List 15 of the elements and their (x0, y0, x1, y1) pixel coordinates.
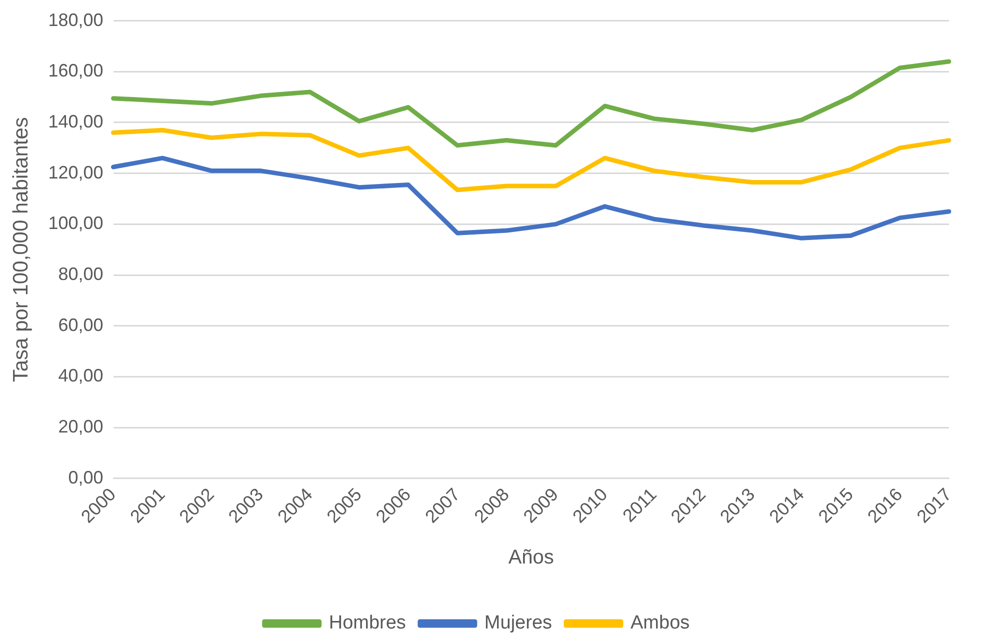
y-tick-label: 160,00 (48, 60, 104, 81)
y-tick-label: 120,00 (48, 162, 104, 182)
y-axis-title: Tasa por 100,000 habitantes (9, 117, 32, 382)
y-tick-label: 40,00 (58, 366, 104, 386)
x-axis-title: Años (508, 546, 554, 569)
y-tick-label: 100,00 (48, 213, 104, 234)
y-tick-label: 20,00 (58, 416, 104, 437)
y-tick-label: 180,00 (48, 10, 104, 30)
legend-label: Mujeres (484, 612, 552, 634)
y-tick-label: 80,00 (58, 264, 104, 284)
y-tick-label: 140,00 (48, 111, 104, 132)
legend-label: Hombres (328, 612, 406, 634)
y-tick-label: 0,00 (68, 467, 104, 488)
y-tick-label: 60,00 (58, 314, 104, 335)
legend-label: Ambos (630, 612, 690, 634)
